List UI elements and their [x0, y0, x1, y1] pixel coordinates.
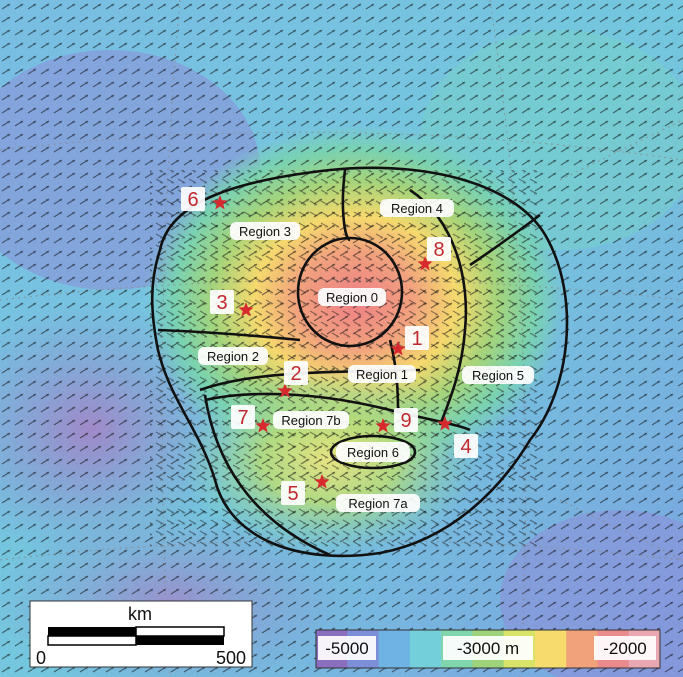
- site-number-text: 3: [216, 292, 227, 314]
- site-number-text: 1: [411, 328, 422, 350]
- region-label-text: Region 6: [347, 445, 399, 460]
- scale-bar-segment-2: [135, 626, 225, 637]
- site-number-text: 2: [290, 363, 301, 385]
- site-number-text: 7: [237, 407, 248, 429]
- region-label-3: Region 3: [230, 222, 300, 240]
- region-label-text: Region 1: [356, 367, 408, 382]
- region-label-5: Region 5: [462, 366, 534, 384]
- scale-bar-segment-4: [136, 636, 224, 645]
- region-label-text: Region 7a: [348, 496, 408, 511]
- color-bar-swatch: [378, 630, 411, 668]
- region-7a-boundary: [203, 394, 331, 557]
- site-number-5: 5: [281, 481, 305, 505]
- site-marker-6: [212, 195, 228, 210]
- region-labels: Region 0 Region 1 Region 2 Region 3 Regi…: [198, 199, 534, 512]
- region-label-6: Region 6: [336, 442, 410, 462]
- site-number-7: 7: [231, 405, 255, 429]
- color-bar-label-box: [443, 636, 533, 660]
- site-number-text: 6: [187, 189, 198, 211]
- site-number-text: 5: [287, 483, 298, 505]
- scale-bar-min: 0: [36, 648, 46, 668]
- color-bar-label-box: [594, 636, 656, 660]
- site-number-8: 8: [427, 237, 451, 261]
- site-number-text: 8: [433, 239, 444, 261]
- site-marker-1: [390, 341, 406, 356]
- color-bar-label-min: -5000: [325, 639, 368, 658]
- color-bar-swatch: [534, 630, 567, 668]
- region-label-1: Region 1: [348, 365, 416, 383]
- outer-boundary: [150, 166, 569, 558]
- region-label-4: Region 4: [380, 199, 454, 217]
- site-marker-4: [437, 416, 453, 431]
- color-bar: -5000 -3000 m -2000: [315, 629, 661, 669]
- site-marker-5: [314, 474, 330, 489]
- color-bar-swatch: [409, 630, 442, 668]
- site-number-4: 4: [454, 434, 478, 458]
- site-number-text: 9: [400, 410, 411, 432]
- color-bar-label-mid: -3000 m: [457, 639, 519, 658]
- region-7b-boundary: [204, 392, 471, 432]
- color-bar-label-box: [318, 636, 376, 660]
- region-label-text: Region 2: [207, 349, 259, 364]
- scale-bar-segment-3: [47, 635, 137, 646]
- scale-bar-segment-1: [48, 627, 136, 636]
- scale-bar-max: 500: [216, 648, 246, 668]
- region-boundaries: [150, 166, 569, 558]
- site-number-1: 1: [405, 326, 429, 350]
- region-label-text: Region 7b: [281, 413, 340, 428]
- region-label-0: Region 0: [318, 288, 386, 306]
- region-label-7b: Region 7b: [273, 411, 349, 429]
- site-marker-3: [238, 302, 254, 317]
- scale-bar: km 0 500: [29, 600, 253, 668]
- region-2-3-boundary: [157, 328, 301, 342]
- site-number-9: 9: [394, 408, 418, 432]
- color-bar-frame: [315, 629, 661, 669]
- site-number-6: 6: [181, 187, 205, 211]
- region-6-boundary: [329, 434, 417, 470]
- region-label-7a: Region 7a: [336, 494, 420, 512]
- region-0-boundary: [296, 236, 404, 348]
- site-number-3: 3: [210, 290, 234, 314]
- site-marker-8: [417, 256, 433, 271]
- region-label-text: Region 3: [239, 224, 291, 239]
- region-label-text: Region 4: [391, 201, 443, 216]
- color-bar-swatch: [566, 630, 598, 668]
- color-bar-label-max: -2000: [603, 639, 646, 658]
- scale-bar-unit: km: [128, 604, 152, 624]
- star-layer: [212, 195, 453, 489]
- site-marker-7: [255, 418, 271, 433]
- region-label-2: Region 2: [198, 347, 268, 365]
- region-3-4-boundary: [341, 169, 351, 242]
- region-label-text: Region 5: [472, 368, 524, 383]
- region-4-5-boundary: [469, 213, 541, 267]
- region-label-text: Region 0: [326, 290, 378, 305]
- site-marker-9: [375, 418, 391, 433]
- region-5-boundary: [409, 188, 468, 426]
- site-numbers: 1 2 3 4 5 6 7: [181, 187, 478, 505]
- site-marker-2: [277, 383, 293, 398]
- site-number-text: 4: [460, 436, 471, 458]
- site-number-2: 2: [284, 361, 308, 385]
